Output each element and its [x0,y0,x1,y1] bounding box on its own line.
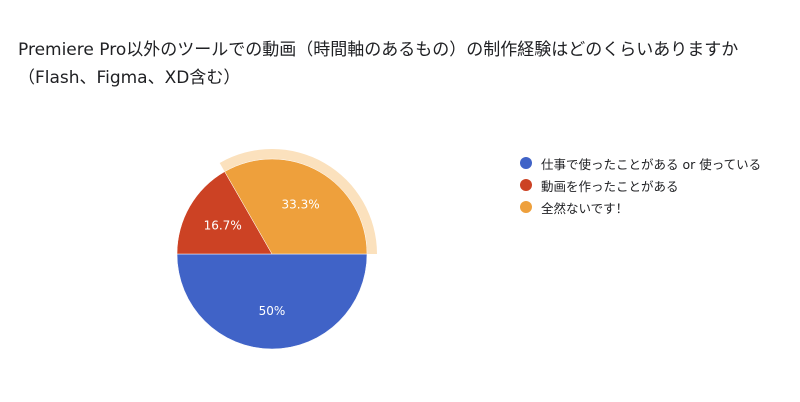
legend-item[interactable]: 仕事で使ったことがある or 使っている [520,152,761,174]
pie-slice-labels: 50% 16.7% 33.3% [204,198,320,318]
pie-slice-label: 16.7% [204,218,242,232]
pie-slice[interactable] [176,171,273,255]
legend-item[interactable]: 全然ないです！ [520,196,761,218]
legend-swatch [520,201,532,213]
pie-slice-label: 50% [259,304,286,318]
legend-label: 仕事で使ったことがある or 使っている [541,156,762,172]
pie-slice[interactable] [176,253,368,350]
legend-item[interactable]: 動画を作ったことがある [520,174,761,196]
legend-label: 動画を作ったことがある [541,178,679,194]
legend: 仕事で使ったことがある or 使っている 動画を作ったことがある 全然ないです！ [520,152,761,218]
legend-swatch [520,157,532,169]
legend-swatch [520,179,532,191]
legend-label: 全然ないです！ [541,200,629,216]
pie-slice[interactable] [224,158,368,255]
chart-title: Premiere Pro以外のツールでの動画（時間軸のあるもの）の制作経験はどの… [18,40,739,88]
pie-slices [176,148,377,350]
pie-slice-highlight [219,148,377,254]
pie-slice-label: 33.3% [281,198,319,212]
